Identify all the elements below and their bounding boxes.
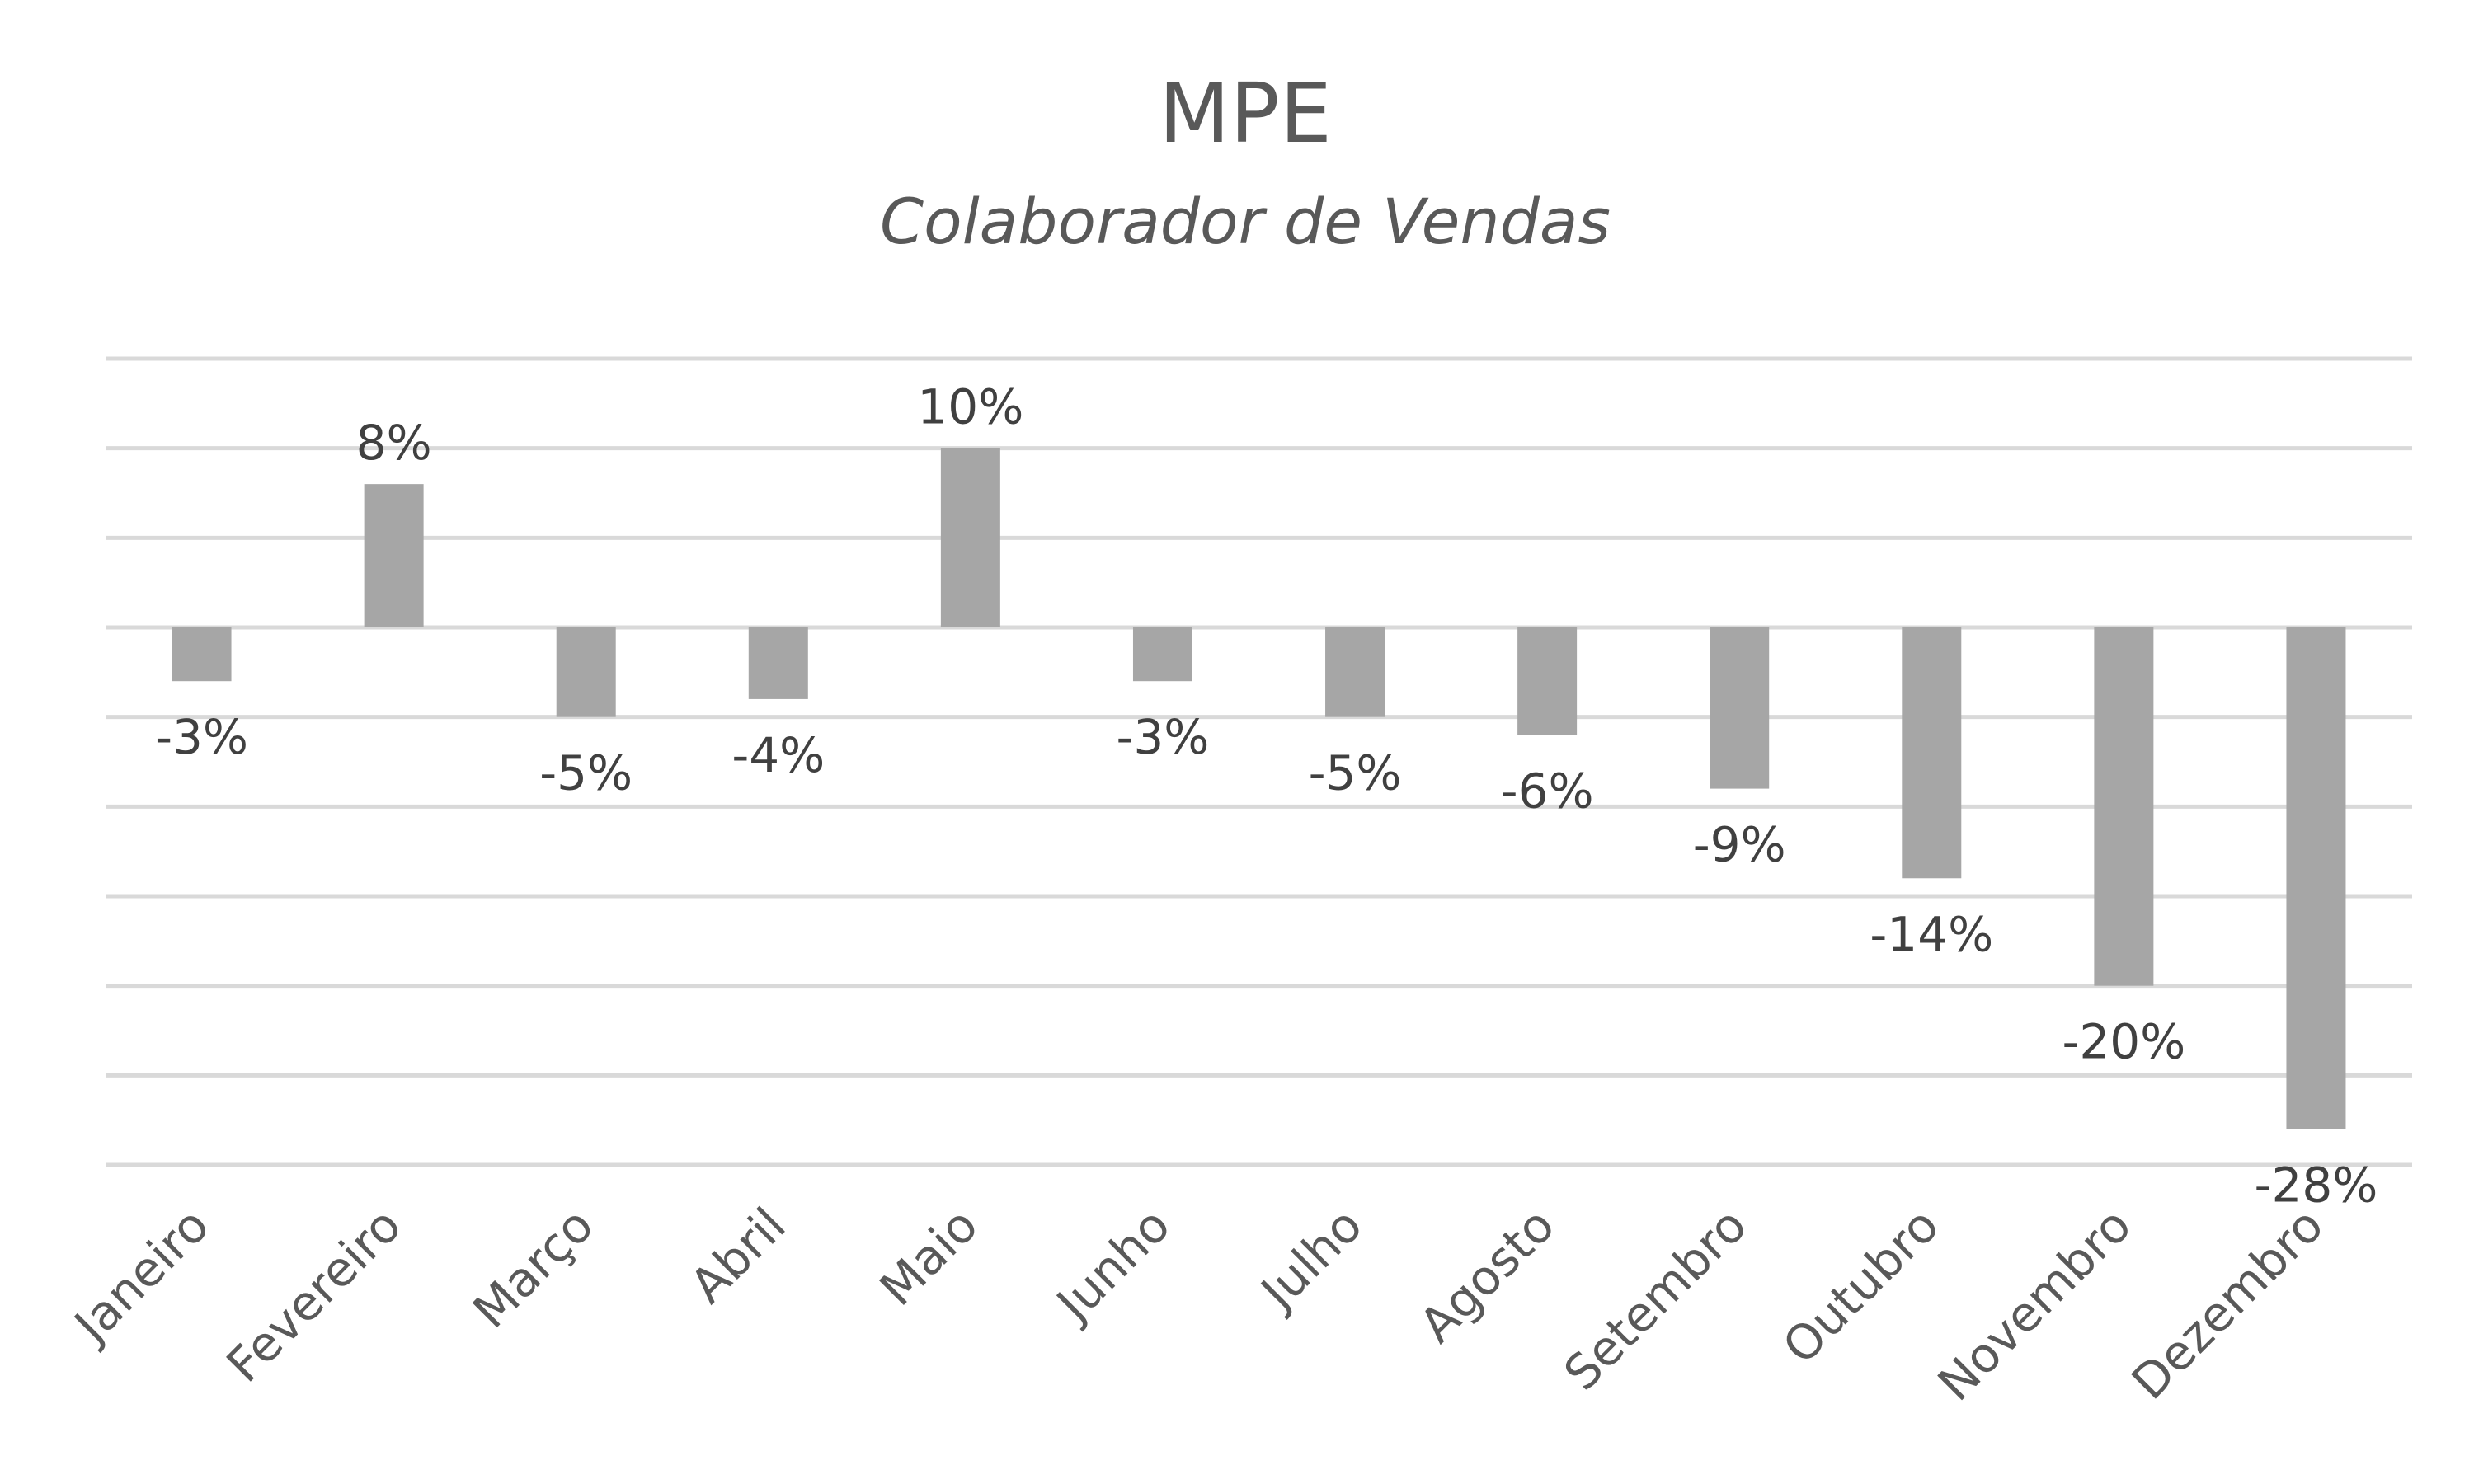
bar-janeiro: [172, 627, 232, 682]
data-label: -5%: [539, 745, 633, 801]
bar-maio: [940, 448, 1000, 627]
x-tick-label: Maio: [869, 1197, 989, 1317]
data-label: -4%: [731, 727, 825, 783]
bar-julho: [1325, 627, 1385, 717]
x-tick-label: Junho: [1044, 1197, 1180, 1333]
data-label: 8%: [356, 415, 432, 471]
bar-fevereiro: [364, 484, 424, 627]
x-tick-label: Dezembro: [2121, 1197, 2335, 1411]
data-label: -20%: [2062, 1014, 2185, 1070]
x-tick-label: Setembro: [1553, 1197, 1757, 1402]
gridlines: [106, 356, 2412, 1167]
chart-title: MPE: [1159, 65, 1332, 162]
bar-março: [556, 627, 616, 717]
x-tick-label: Agosto: [1409, 1197, 1565, 1354]
x-tick-label: Fevereiro: [216, 1197, 412, 1393]
bars: [172, 448, 2346, 1129]
data-label: -28%: [2255, 1158, 2378, 1214]
bar-setembro: [1710, 627, 1770, 789]
bar-agosto: [1517, 627, 1578, 735]
data-label: -6%: [1501, 763, 1594, 819]
x-tick-label: Julho: [1249, 1197, 1373, 1322]
bar-dezembro: [2286, 627, 2346, 1129]
x-tick-label: Novembro: [1927, 1197, 2142, 1411]
data-label: -3%: [1116, 709, 1209, 765]
data-labels: -3% 8% -5% -4% 10% -3% -5% -6% -9% -14% -20% -28%: [155, 379, 2378, 1214]
x-tick-label: Março: [462, 1197, 604, 1339]
data-label: 10%: [917, 379, 1023, 435]
data-label: -5%: [1309, 745, 1402, 801]
data-label: -3%: [155, 709, 248, 765]
x-tick-label: Outubro: [1772, 1197, 1950, 1375]
x-tick-label: Abril: [680, 1197, 797, 1314]
bar-junho: [1132, 627, 1192, 682]
chart-subtitle: Colaborador de Vendas: [880, 185, 1611, 258]
data-label: -9%: [1693, 817, 1786, 873]
bar-outubro: [1902, 627, 1962, 879]
data-label: -14%: [1870, 906, 1993, 962]
x-tick-label: Janeiro: [62, 1197, 219, 1355]
bar-abril: [748, 627, 808, 699]
bar-novembro: [2094, 627, 2154, 986]
